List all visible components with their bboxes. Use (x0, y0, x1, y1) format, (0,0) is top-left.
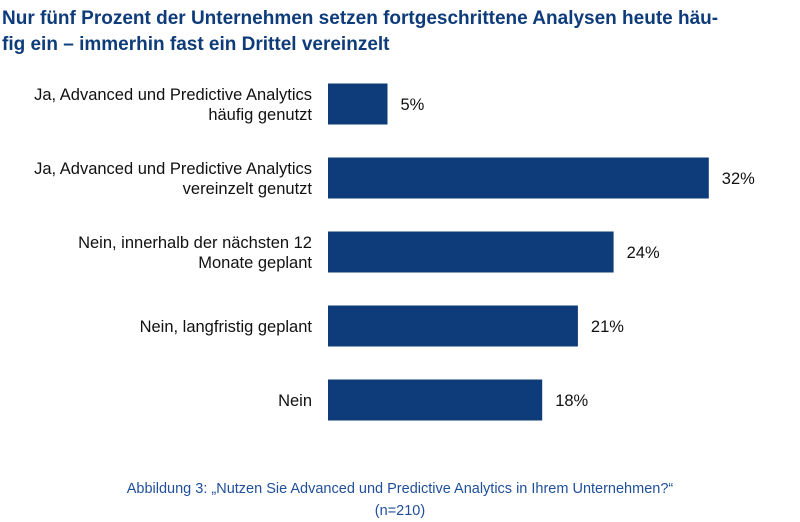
figure-caption: Abbildung 3: „Nutzen Sie Advanced und Pr… (0, 478, 800, 522)
category-label-1-line-2: vereinzelt genutzt (183, 180, 313, 198)
bar-4 (328, 379, 543, 421)
value-label-1: 32% (722, 170, 755, 188)
value-label-0: 5% (401, 96, 425, 114)
value-label-4: 18% (555, 392, 588, 410)
bar-0 (328, 83, 388, 125)
category-label-2-line-2: Monate geplant (198, 254, 312, 272)
category-label-3-line-1: Nein, langfristig geplant (140, 318, 313, 336)
bar-2 (328, 231, 614, 273)
figure-caption-sample-size: (n=210) (374, 503, 426, 519)
chart-title: Nur fünf Prozent der Unternehmen setzen … (2, 6, 798, 58)
bar-chart: 5% Ja, Advanced und Predictive Analytics h… (34, 83, 755, 421)
category-label-0-line-2: häufig genutzt (208, 106, 312, 124)
category-label-1-line-1: Ja, Advanced und Predictive Analytics (34, 160, 312, 178)
figure-caption-question: Abbildung 3: „Nutzen Sie Advanced und Pr… (126, 481, 674, 497)
category-label-0-line-1: Ja, Advanced und Predictive Analytics (34, 86, 312, 104)
bar-3 (328, 305, 578, 347)
category-label-2-line-1: Nein, innerhalb der nächsten 12 (78, 234, 312, 252)
chart-title-line-2: fig ein – immerhin fast ein Drittel vere… (2, 34, 390, 55)
category-label-4-line-1: Nein (278, 392, 312, 410)
bar-1 (328, 157, 709, 199)
value-label-3: 21% (591, 318, 624, 336)
value-label-2: 24% (627, 244, 660, 262)
chart-title-line-1: Nur fünf Prozent der Unternehmen setzen … (2, 8, 719, 29)
